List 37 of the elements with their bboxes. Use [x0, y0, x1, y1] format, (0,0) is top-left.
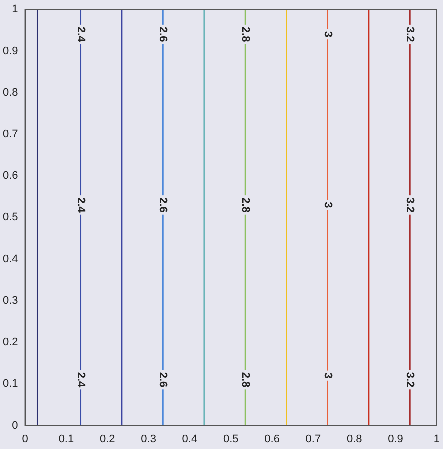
annotation: 3	[322, 32, 334, 38]
y-tick-label: 0.9	[2, 45, 18, 58]
annotation: 2.6	[157, 372, 170, 388]
x-tick-label: 0.5	[223, 433, 239, 446]
y-tick-label: 0	[12, 420, 18, 432]
annotation: 2.4	[74, 372, 87, 389]
y-tick-label: 0.3	[2, 294, 18, 307]
x-tick-label: 0.2	[100, 433, 116, 446]
annotation: 2.6	[157, 198, 170, 213]
y-tick-label: 0.1	[2, 378, 18, 390]
x-tick-label: 0.8	[346, 433, 362, 446]
annotation: 3.2	[404, 198, 416, 213]
y-tick-label: 0.7	[2, 128, 18, 140]
y-tick-label: 1	[12, 4, 18, 16]
y-tick-label: 0.6	[2, 170, 18, 182]
annotation: 3	[322, 372, 334, 379]
annotation: 2.8	[239, 26, 252, 42]
x-tick-label: 0.6	[264, 433, 280, 446]
annotation: 2.6	[157, 26, 170, 42]
x-tick-label: 0.1	[58, 433, 74, 446]
annotation: 3.2	[404, 372, 416, 388]
y-tick-label: 0.8	[2, 86, 18, 99]
annotation: 3.2	[404, 26, 416, 42]
x-tick-label: 0.4	[182, 433, 198, 446]
annotation: 3	[322, 202, 334, 208]
annotation: 2.8	[239, 198, 252, 213]
x-tick-label: 1	[434, 433, 440, 446]
y-tick-label: 0.2	[2, 336, 18, 349]
y-tick-label: 0.4	[2, 253, 18, 266]
x-tick-label: 0	[22, 433, 28, 446]
annotation: 2.4	[74, 198, 87, 214]
annotation: 2.8	[239, 372, 252, 388]
x-tick-label: 0.7	[306, 433, 322, 446]
y-tick-label: 0.5	[2, 212, 18, 224]
x-tick-label: 0.9	[388, 433, 404, 446]
x-tick-label: 0.3	[141, 433, 156, 446]
annotation: 2.4	[74, 26, 87, 44]
